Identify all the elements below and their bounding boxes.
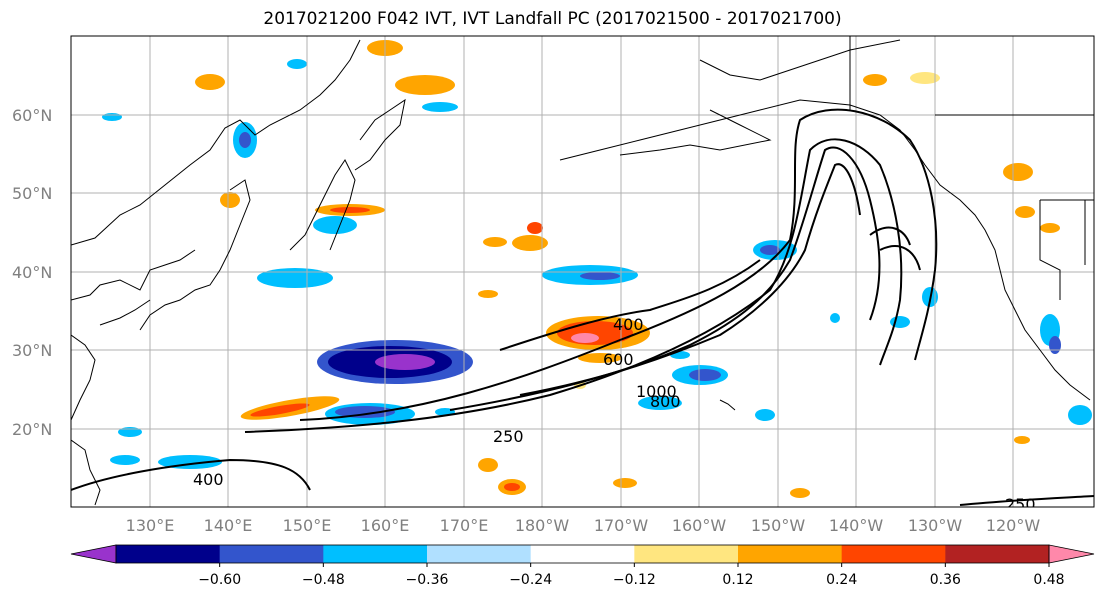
contour-label-800: 800 xyxy=(650,392,681,411)
lon-label: 150°E xyxy=(283,516,332,535)
lon-label: 130°W xyxy=(908,516,963,535)
lon-label: 130°E xyxy=(126,516,175,535)
colorbar-segment xyxy=(945,545,1050,563)
colorbar-tick-label: 0.36 xyxy=(930,572,961,588)
colorbar-segment xyxy=(841,545,946,563)
contour-labels: 400 600 1000 800 250 400 250 xyxy=(193,315,1036,514)
colorbar-segment xyxy=(530,545,635,563)
colorbar-tick-label: 0.24 xyxy=(826,572,857,588)
lon-label: 160°E xyxy=(361,516,410,535)
colorbar-tick-label: −0.36 xyxy=(406,572,449,588)
ivt-contours xyxy=(71,108,1094,506)
colorbar-tick-label: −0.12 xyxy=(613,572,656,588)
graticule xyxy=(71,36,1094,507)
coastlines xyxy=(71,36,1094,506)
colorbar-border xyxy=(115,544,1050,564)
lon-label: 170°E xyxy=(440,516,489,535)
map-frame xyxy=(70,35,1095,508)
colorbar-segment xyxy=(219,545,324,563)
colorbar-segment xyxy=(427,545,532,563)
contour-label-400: 400 xyxy=(613,315,644,334)
map-content: 400 600 1000 800 250 400 250 xyxy=(71,36,1094,514)
colorbar-tick-label: −0.48 xyxy=(302,572,345,588)
pc-shading xyxy=(102,40,1092,498)
lon-label: 160°W xyxy=(672,516,727,535)
lat-label-40n: 40°N xyxy=(12,263,52,282)
lat-label-30n: 30°N xyxy=(12,341,52,360)
colorbar-arrow-high xyxy=(1048,544,1095,564)
colorbar-tick-label: −0.60 xyxy=(198,572,241,588)
longitude-labels: 130°E 140°E 150°E 160°E 170°E 180°W 170°… xyxy=(126,516,1041,535)
lon-label: 140°E xyxy=(204,516,253,535)
map-title: 2017021200 F042 IVT, IVT Landfall PC (20… xyxy=(263,9,842,29)
lat-label-60n: 60°N xyxy=(12,106,52,125)
contour-label-400-south: 400 xyxy=(193,470,224,489)
contour-label-250: 250 xyxy=(493,427,524,446)
lon-label: 150°W xyxy=(751,516,806,535)
lon-label: 120°W xyxy=(986,516,1041,535)
colorbar-tick-label: 0.12 xyxy=(722,572,753,588)
lon-label: 170°W xyxy=(594,516,649,535)
lon-label: 180°W xyxy=(515,516,570,535)
colorbar-segment xyxy=(634,545,739,563)
lat-label-20n: 20°N xyxy=(12,420,52,439)
contour-label-1000: 1000 xyxy=(636,382,677,401)
colorbar-tick-label: −0.24 xyxy=(509,572,552,588)
colorbar: −0.60 −0.48 −0.36 −0.24 −0.12 0.12 0.24 0.36 0.4… xyxy=(70,544,1095,588)
lon-label: 140°W xyxy=(829,516,884,535)
colorbar-arrow-low xyxy=(70,544,117,564)
contour-label-250-east: 250 xyxy=(1005,495,1036,514)
colorbar-segment xyxy=(738,545,843,563)
lat-label-50n: 50°N xyxy=(12,184,52,203)
contour-label-600: 600 xyxy=(603,350,634,369)
colorbar-segment xyxy=(323,545,428,563)
colorbar-tick-label: 0.48 xyxy=(1033,572,1064,588)
latitude-labels: 60°N 50°N 40°N 30°N 20°N xyxy=(12,106,52,439)
colorbar-segment xyxy=(116,545,221,563)
